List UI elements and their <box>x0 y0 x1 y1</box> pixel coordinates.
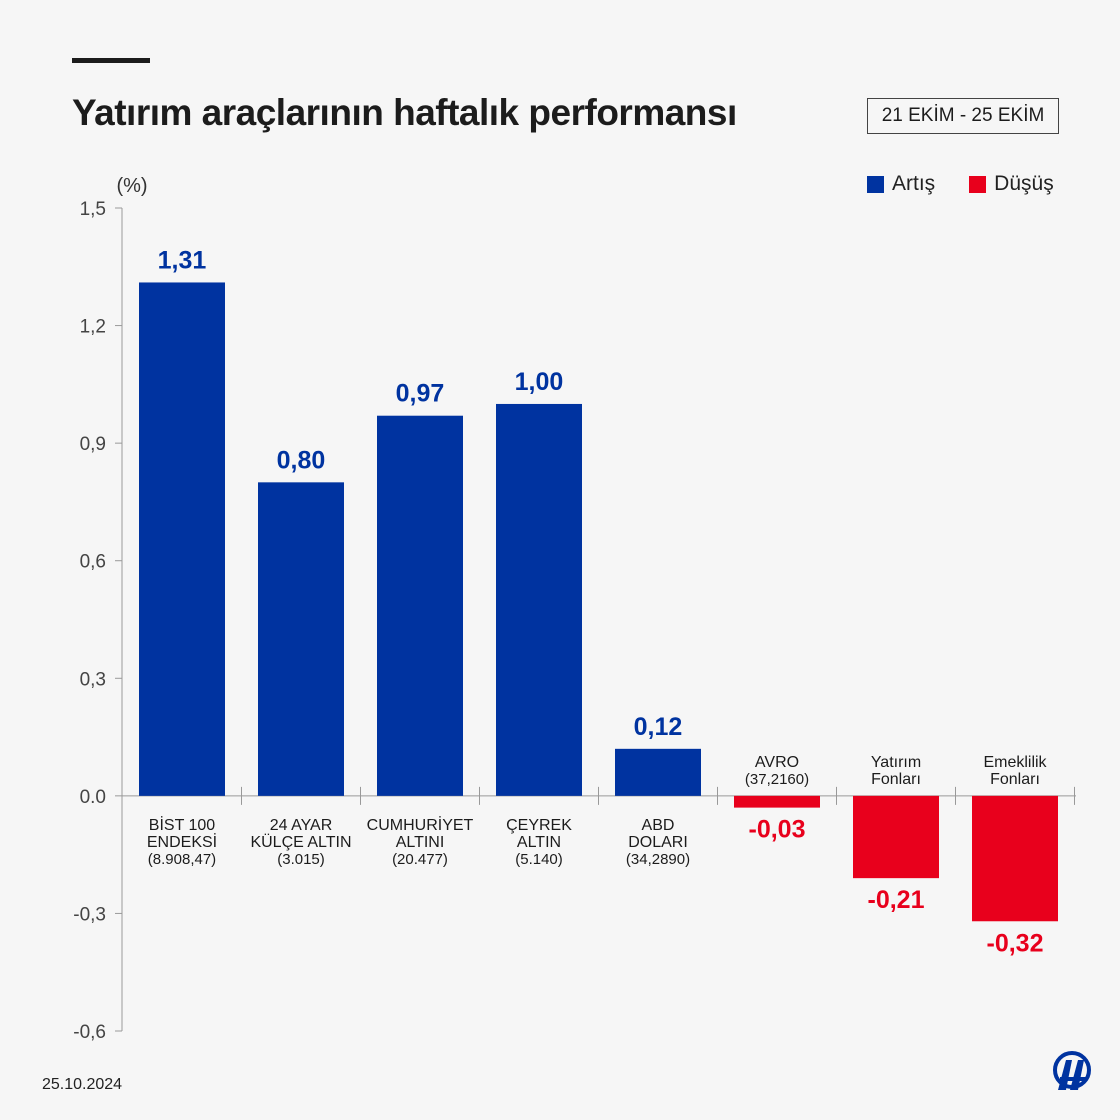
x-category-sublabel: (3.015) <box>277 851 325 868</box>
bar <box>972 795 1058 922</box>
y-tick-label: 0,3 <box>80 669 106 690</box>
x-category-label: CUMHURİYET <box>367 815 474 834</box>
bar <box>377 415 463 796</box>
legend-label-increase: Artış <box>892 172 936 195</box>
legend-label-decrease: Düşüş <box>994 172 1054 195</box>
bar-value-label: 0,97 <box>396 380 445 408</box>
x-category-label: Yatırım <box>871 754 921 771</box>
y-tick-label: 0,6 <box>80 552 106 573</box>
y-axis-unit-label: (%) <box>116 175 147 197</box>
x-category-label: ALTIN <box>517 834 561 851</box>
x-category-label: DOLARI <box>628 834 688 851</box>
bar <box>853 795 939 879</box>
x-category-sublabel: (8.908,47) <box>148 851 216 868</box>
title-accent-bar <box>72 58 150 63</box>
bar <box>139 282 225 796</box>
bar <box>615 748 701 796</box>
x-category-label: ALTINI <box>396 834 445 851</box>
x-category-label: KÜLÇE ALTIN <box>250 833 351 851</box>
x-category-label: 24 AYAR <box>270 817 333 834</box>
x-category-label: ENDEKSİ <box>147 832 217 851</box>
x-category-sublabel: (20.477) <box>392 851 448 868</box>
x-category-label: Fonları <box>871 771 921 788</box>
bar-value-label: 0,12 <box>634 713 683 741</box>
bar-value-label: 0,80 <box>277 446 326 474</box>
x-category-label: Fonları <box>990 771 1040 788</box>
date-range-badge: 21 EKİM - 25 EKİM <box>867 98 1059 134</box>
x-category-sublabel: (5.140) <box>515 851 563 868</box>
legend-item-increase: Artış <box>867 172 935 196</box>
x-category-sublabel: (37,2160) <box>745 771 809 788</box>
legend-swatch-decrease <box>969 175 987 193</box>
page-title: Yatırım araçlarının haftalık performansı <box>72 92 737 133</box>
x-category-label: AVRO <box>755 754 799 771</box>
x-category-label: ABD <box>642 817 675 834</box>
bar-value-label: -0,21 <box>868 886 925 914</box>
bar <box>258 482 344 796</box>
bar-value-label: 1,31 <box>158 246 207 274</box>
bar-value-label: 1,00 <box>515 368 564 396</box>
legend-swatch-increase <box>867 175 884 193</box>
x-category-label: ÇEYREK <box>506 817 572 834</box>
y-tick-label: 1,2 <box>80 317 106 338</box>
x-category-label: Emeklilik <box>983 754 1047 771</box>
y-tick-label: 0.0 <box>80 787 106 808</box>
x-category-sublabel: (34,2890) <box>626 851 690 868</box>
aa-logo-icon <box>1052 1050 1092 1099</box>
bar-value-label: -0,32 <box>987 929 1044 957</box>
legend-item-decrease: Düşüş <box>969 172 1054 196</box>
footer-date: 25.10.2024 <box>42 1076 123 1093</box>
y-tick-label: -0,6 <box>73 1022 106 1043</box>
bar-value-label: -0,03 <box>749 816 806 844</box>
bar <box>496 403 582 796</box>
bar <box>734 795 820 808</box>
y-tick-label: -0,3 <box>73 904 106 925</box>
x-category-label: BİST 100 <box>149 815 216 834</box>
y-tick-label: 1,5 <box>80 199 106 220</box>
y-tick-label: 0,9 <box>80 434 106 455</box>
legend: Artış Düşüş <box>867 172 1088 196</box>
